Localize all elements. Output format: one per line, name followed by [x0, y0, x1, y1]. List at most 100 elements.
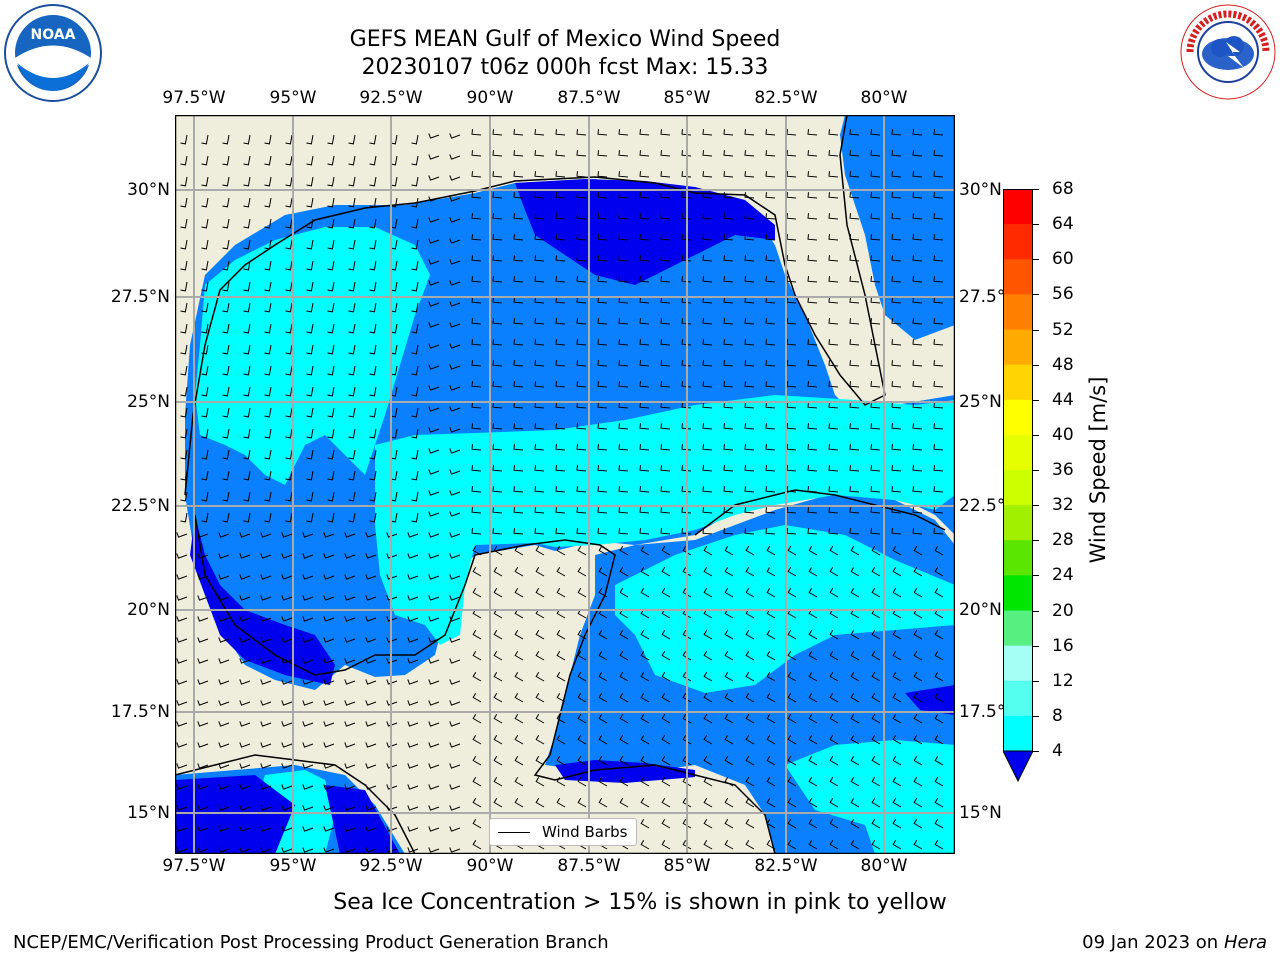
wind-barb — [556, 587, 566, 598]
wind-barb — [449, 553, 461, 559]
wind-barb — [197, 763, 209, 769]
wind-barb — [369, 407, 377, 418]
wind-barb — [471, 528, 482, 535]
colorbar-tick-label: 28 — [1052, 530, 1074, 551]
wind-barb — [535, 692, 545, 703]
lat-tick-label: 17.5°N — [110, 702, 170, 722]
wind-barb — [327, 512, 335, 523]
wind-barb — [619, 755, 629, 766]
wind-barb — [913, 797, 923, 808]
wind-barb — [180, 239, 188, 250]
wind-barb — [407, 847, 419, 853]
wind-barb — [386, 721, 398, 727]
wind-barb — [934, 566, 944, 577]
wind-barb — [744, 507, 755, 514]
wind-barb — [243, 512, 251, 523]
wind-barb — [323, 721, 335, 727]
wind-barb — [724, 566, 734, 577]
wind-barb — [264, 323, 272, 334]
wind-barb — [661, 650, 671, 661]
wind-barb — [218, 784, 230, 790]
wind-barb — [239, 784, 251, 790]
wind-barb — [660, 171, 671, 178]
colorbar-tick-label: 36 — [1052, 460, 1074, 480]
wind-barb — [472, 797, 482, 808]
wind-barb — [766, 650, 776, 661]
wind-barb — [472, 839, 482, 850]
wind-barb — [471, 360, 482, 367]
wind-barb — [197, 826, 209, 832]
wind-barb — [344, 616, 356, 622]
wind-barb — [870, 381, 881, 388]
wind-barb — [449, 742, 461, 748]
wind-barb — [218, 721, 230, 727]
wind-barb — [744, 381, 755, 388]
wind-barb — [934, 776, 944, 787]
wind-barb — [176, 847, 188, 853]
wind-barb — [302, 679, 314, 685]
wind-barb — [639, 255, 650, 262]
wind-barb — [807, 234, 818, 241]
wind-barb — [807, 528, 818, 535]
wind-barb — [807, 507, 818, 514]
wind-barb — [344, 721, 356, 727]
wind-barb — [576, 465, 587, 472]
wind-barb — [766, 713, 776, 724]
colorbar-tick-label: 24 — [1052, 565, 1074, 586]
calm-zone-northeast-gulf — [515, 179, 775, 285]
wind-barb — [386, 679, 398, 685]
wind-barb — [534, 339, 545, 346]
wind-barb — [660, 276, 671, 283]
wind-barb — [449, 406, 461, 412]
wind-barb — [892, 734, 902, 745]
wind-barb — [828, 381, 839, 388]
wind-barb — [576, 276, 587, 283]
wind-barb — [870, 213, 881, 220]
wind-barb — [828, 129, 839, 136]
wind-barb — [870, 129, 881, 136]
wind-barb — [702, 318, 713, 325]
wind-barb — [933, 192, 944, 199]
wind-barb — [239, 763, 251, 769]
wind-barb — [302, 700, 314, 706]
wind-barb — [306, 428, 314, 439]
wind-barb — [598, 776, 608, 787]
wind-barb — [407, 721, 419, 727]
wind-barb — [723, 129, 734, 136]
wind-barb — [703, 734, 713, 745]
wind-barb — [180, 491, 188, 502]
wind-barb — [471, 171, 482, 178]
wind-barb — [449, 700, 461, 706]
wind-barb — [428, 847, 440, 853]
wind-barb — [682, 755, 692, 766]
wind-barb — [597, 486, 608, 493]
colorbar-tick-mark — [1033, 364, 1039, 366]
wind-barb — [327, 176, 335, 187]
wind-barb — [201, 260, 209, 271]
wind-barb — [348, 386, 356, 397]
wind-barb — [618, 402, 629, 409]
wind-barb — [912, 129, 923, 136]
wind-barb — [348, 512, 356, 523]
wind-barb — [787, 839, 797, 850]
wind-barb — [619, 692, 629, 703]
wind-barb — [386, 763, 398, 769]
wind-barb — [828, 276, 839, 283]
colorbar-segment — [1003, 364, 1033, 401]
wind-barb — [702, 297, 713, 304]
wind-barb — [640, 713, 650, 724]
wind-barb — [891, 381, 902, 388]
wind-barb — [765, 339, 776, 346]
wind-barb — [828, 255, 839, 262]
wind-barb — [492, 423, 503, 430]
wind-barb — [411, 407, 419, 418]
wind-barb — [807, 171, 818, 178]
wind-barb — [449, 280, 461, 286]
wind-barb — [682, 671, 692, 682]
wind-barb — [281, 595, 293, 601]
wind-barb — [222, 134, 230, 145]
wind-barb — [534, 423, 545, 430]
wind-barb — [471, 276, 482, 283]
wind-barb — [765, 486, 776, 493]
wind-barb — [808, 755, 818, 766]
